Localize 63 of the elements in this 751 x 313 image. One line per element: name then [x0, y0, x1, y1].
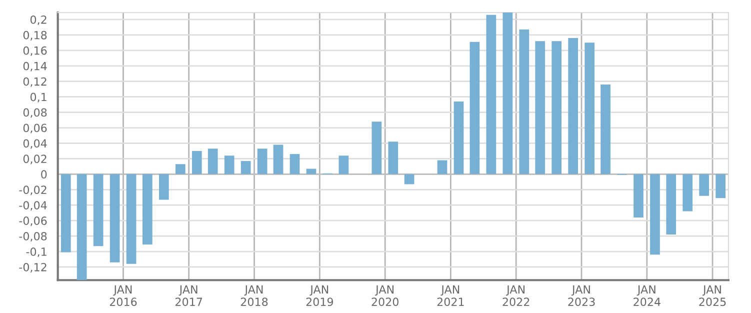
y-tick-label: 0,14	[23, 62, 47, 72]
bar	[437, 160, 448, 174]
bar	[388, 142, 398, 174]
bar	[175, 164, 186, 174]
bar	[519, 30, 530, 174]
y-tick-label: -0,02	[19, 186, 46, 196]
x-tick-label: JAN 2022	[502, 285, 530, 306]
bar	[126, 174, 136, 264]
y-tick-label: -0,06	[19, 216, 47, 226]
x-tick-label: JAN 2017	[176, 285, 202, 306]
bar	[192, 150, 202, 174]
x-tick-label: JAN 2016	[110, 285, 137, 306]
bar	[486, 14, 496, 174]
bar	[76, 174, 87, 280]
y-tick-label: 0,02	[23, 154, 46, 164]
bar	[699, 174, 710, 196]
y-tick-label: 0	[41, 170, 47, 179]
y-tick-label: 0,1	[30, 92, 46, 102]
bar	[290, 154, 300, 174]
bar	[454, 101, 464, 174]
bar	[110, 174, 120, 262]
x-tick-label: JAN 2024	[634, 285, 660, 306]
bar	[60, 174, 71, 252]
bar	[372, 122, 382, 174]
y-tick-label: 0,06	[23, 124, 47, 134]
bar	[716, 174, 726, 198]
y-tick-label: 0,2	[30, 15, 46, 25]
bar	[158, 174, 169, 200]
y-tick-label: 0,08	[23, 108, 47, 118]
bar	[93, 174, 104, 246]
bar	[666, 174, 676, 234]
bar	[208, 148, 218, 174]
y-tick-label: 0,12	[23, 77, 46, 87]
y-tick-label: 0,04	[23, 139, 47, 149]
bar	[257, 148, 268, 174]
y-tick-label: -0,1	[26, 247, 46, 258]
bar	[584, 42, 595, 174]
x-tick-label: JAN 2019	[306, 285, 334, 306]
bar	[552, 41, 562, 174]
x-tick-label: JAN 2021	[437, 285, 464, 306]
bar	[682, 174, 693, 212]
bar	[502, 12, 513, 174]
bar	[600, 84, 610, 174]
bar	[224, 156, 234, 174]
bar	[338, 156, 349, 174]
bar	[404, 174, 414, 184]
bar	[634, 174, 644, 218]
bar	[535, 41, 546, 174]
y-tick-label: 0,16	[23, 46, 47, 56]
y-tick-label: 0,18	[23, 30, 47, 40]
bar	[568, 38, 578, 174]
x-tick-label: JAN 2020	[372, 285, 398, 306]
bar	[142, 174, 152, 245]
y-tick-label: -0,04	[19, 201, 47, 211]
bar	[273, 144, 284, 174]
bar	[240, 161, 251, 174]
bar	[470, 42, 480, 174]
y-tick-label: -0,08	[19, 232, 47, 242]
y-tick-label: -0,12	[19, 262, 46, 272]
x-tick-label: JAN 2025	[699, 285, 726, 306]
bar	[650, 174, 660, 255]
x-tick-label: JAN 2018	[240, 285, 268, 306]
x-tick-label: JAN 2023	[568, 285, 595, 306]
